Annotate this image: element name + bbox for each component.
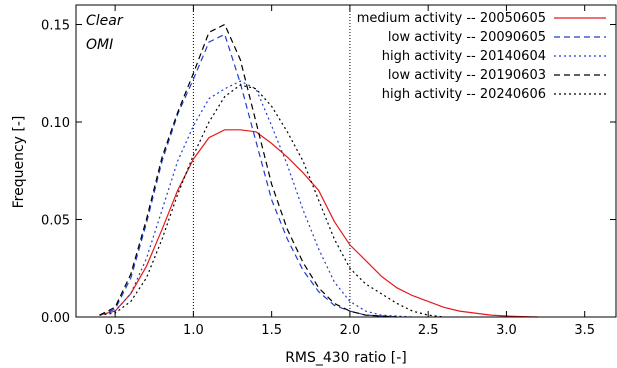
annotation-clear: Clear xyxy=(86,13,124,29)
x-tick-label-0: 0.5 xyxy=(105,323,126,338)
series-line-2 xyxy=(99,80,413,318)
plot-frame xyxy=(75,4,617,318)
legend-label-2: high activity -- 20140604 xyxy=(382,49,546,64)
series-line-4 xyxy=(99,84,444,318)
y-tick-label-1: 0.05 xyxy=(41,214,70,229)
legend-label-4: high activity -- 20240606 xyxy=(382,87,546,102)
y-tick-label-2: 0.10 xyxy=(41,116,70,131)
series-line-1 xyxy=(99,33,397,318)
x-tick-label-4: 2.5 xyxy=(418,323,439,338)
legend-label-1: low activity -- 20090605 xyxy=(388,30,546,45)
legend-label-0: medium activity -- 20050605 xyxy=(357,11,546,26)
series-line-3 xyxy=(99,23,397,318)
y-tick-label-3: 0.15 xyxy=(41,19,70,34)
y-axis-label: Frequency [-] xyxy=(11,116,27,209)
x-tick-label-5: 3.0 xyxy=(496,323,517,338)
x-tick-label-3: 2.0 xyxy=(340,323,361,338)
legend-label-3: low activity -- 20190603 xyxy=(388,68,546,83)
x-tick-label-2: 1.5 xyxy=(261,323,282,338)
annotation-omi: OMI xyxy=(86,37,113,53)
x-tick-label-1: 1.0 xyxy=(183,323,204,338)
y-tick-label-0: 0.00 xyxy=(41,311,70,326)
x-axis-label: RMS_430 ratio [-] xyxy=(285,350,407,366)
series-line-0 xyxy=(99,129,538,318)
x-tick-label-6: 3.5 xyxy=(574,323,595,338)
legend: medium activity -- 20050605 low activity … xyxy=(357,11,606,102)
